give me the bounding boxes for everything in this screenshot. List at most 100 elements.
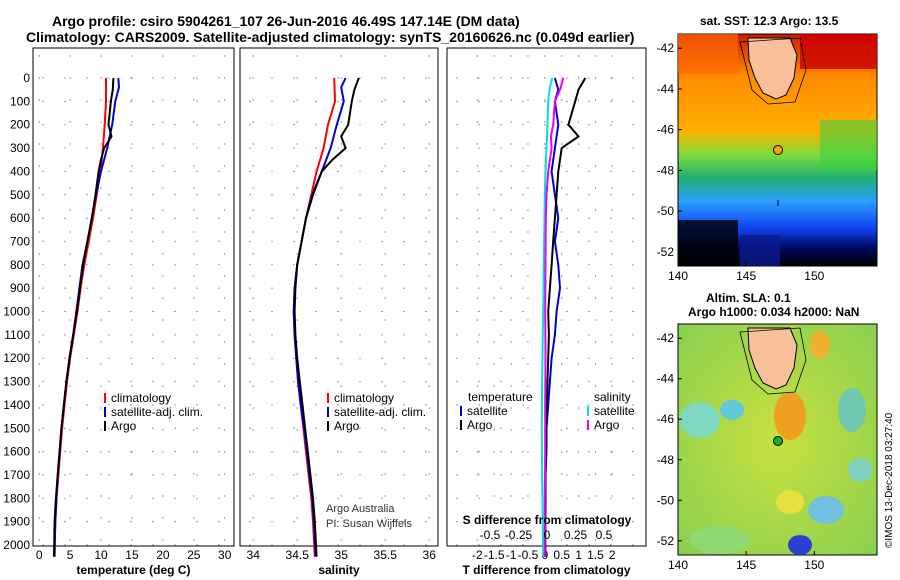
temperature-legend-label: satellite-adj. clim. xyxy=(111,405,203,419)
grid-dot xyxy=(337,497,339,499)
altimetry-map-ticks: -42 -44 -46 -48 -50 -52 140 145 150 xyxy=(657,331,825,572)
grid-dot xyxy=(403,310,405,313)
grid-dot xyxy=(588,194,590,196)
grid-dot xyxy=(340,407,342,409)
grid-dot xyxy=(527,473,529,475)
grid-dot xyxy=(632,451,634,453)
grid-dot xyxy=(522,544,524,546)
grid-dot xyxy=(428,451,430,453)
title-line-1: Argo profile: csiro 5904261_107 26-Jun-2… xyxy=(52,13,520,29)
grid-dot xyxy=(130,287,132,289)
grid-dot xyxy=(38,253,40,255)
grid-dot xyxy=(588,544,590,546)
grid-dot xyxy=(588,240,590,243)
grid-dot xyxy=(249,451,251,453)
grid-dot xyxy=(271,264,273,266)
grid-dot xyxy=(478,194,480,196)
grid-dot xyxy=(337,217,339,219)
grid-dot xyxy=(337,380,339,383)
grid-dot xyxy=(271,77,273,79)
grid-dot xyxy=(38,429,40,431)
grid-dot xyxy=(527,451,529,453)
grid-dot xyxy=(476,143,478,145)
grid-dot xyxy=(510,539,512,541)
grid-dot xyxy=(561,319,563,321)
grid-dot xyxy=(381,544,383,546)
grid-dot xyxy=(359,451,361,453)
grid-dot xyxy=(293,497,295,499)
grid-dot xyxy=(249,357,251,359)
grid-dot xyxy=(577,209,580,211)
grid-dot xyxy=(131,55,133,57)
grid-dot xyxy=(632,357,634,359)
grid-dot xyxy=(193,77,195,79)
grid-dot xyxy=(193,495,195,497)
grid-dot xyxy=(566,334,568,336)
grid-dot xyxy=(69,495,71,497)
difference-x-tick-label: -1 xyxy=(506,548,517,562)
grid-dot xyxy=(611,429,613,431)
grid-dot xyxy=(527,319,529,321)
grid-dot xyxy=(337,427,339,429)
grid-dot xyxy=(610,264,612,266)
grid-dot xyxy=(577,55,580,57)
difference-panel: -2 -1.5 -1 -0.5 0 0.5 1 1.5 2T difference from c… xyxy=(446,47,647,577)
grid-dot xyxy=(561,341,563,343)
grid-dot xyxy=(100,187,102,189)
grid-dot xyxy=(632,147,634,149)
grid-dot xyxy=(561,55,563,57)
depth-tick-label: 1200 xyxy=(3,351,30,365)
grid-dot xyxy=(588,310,590,313)
grid-dot xyxy=(527,121,529,123)
grid-dot xyxy=(337,100,339,102)
grid-dot xyxy=(632,497,634,499)
grid-dot xyxy=(271,124,273,126)
grid-dot xyxy=(69,143,71,145)
grid-dot xyxy=(478,357,480,359)
grid-dot xyxy=(196,357,198,359)
grid-dot xyxy=(425,170,427,172)
grid-dot xyxy=(174,147,176,149)
grid-dot xyxy=(632,334,634,336)
grid-dot xyxy=(271,147,273,149)
grid-dot xyxy=(293,427,295,429)
grid-dot xyxy=(493,341,495,343)
grid-dot xyxy=(500,147,502,149)
grid-dot xyxy=(293,521,295,523)
grid-dot xyxy=(610,147,612,149)
grid-dot xyxy=(566,124,568,126)
grid-dot xyxy=(476,209,478,211)
grid-dot xyxy=(131,385,133,387)
grid-dot xyxy=(131,363,133,365)
grid-dot xyxy=(130,474,132,476)
grid-dot xyxy=(403,124,405,126)
grid-dot xyxy=(108,287,110,289)
grid-dot xyxy=(594,341,597,343)
grid-dot xyxy=(510,275,512,277)
grid-dot xyxy=(478,544,480,546)
grid-dot xyxy=(64,287,66,289)
grid-dot xyxy=(478,170,480,172)
grid-dot xyxy=(174,497,176,499)
grid-dot xyxy=(224,407,226,409)
grid-dot xyxy=(478,380,480,383)
grid-dot xyxy=(69,297,71,299)
grid-dot xyxy=(162,495,164,497)
grid-dot xyxy=(381,521,383,523)
grid-dot xyxy=(162,363,164,365)
grid-dot xyxy=(38,407,40,409)
grid-dot xyxy=(510,99,512,101)
grid-dot xyxy=(384,407,386,409)
grid-dot xyxy=(252,187,254,189)
grid-dot xyxy=(527,407,529,409)
grid-dot xyxy=(610,451,612,453)
grid-dot xyxy=(577,495,580,497)
grid-dot xyxy=(296,473,298,475)
grid-dot xyxy=(456,217,458,219)
grid-dot xyxy=(340,517,342,519)
grid-dot xyxy=(86,474,88,476)
grid-dot xyxy=(69,165,71,167)
grid-dot xyxy=(100,99,102,101)
grid-dot xyxy=(384,319,386,321)
grid-dot xyxy=(384,143,386,145)
